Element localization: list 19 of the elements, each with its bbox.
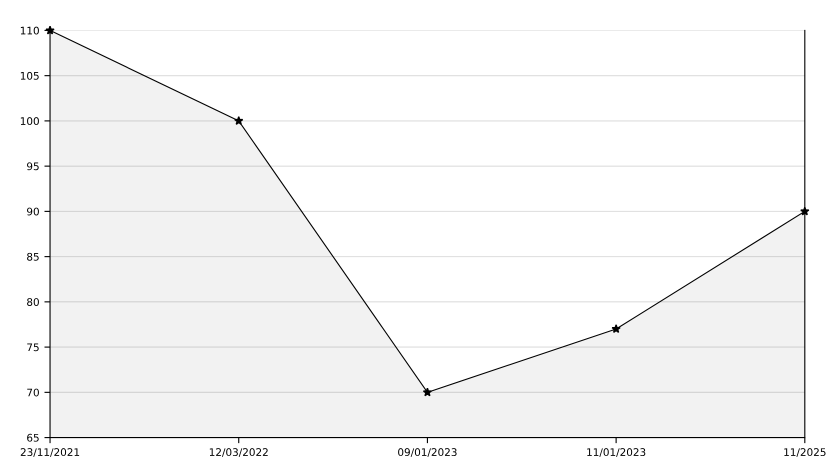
point	[422, 387, 432, 396]
y-tick-label: 85	[27, 252, 39, 261]
point	[800, 206, 810, 216]
point	[234, 116, 244, 125]
x-tick-label: 23/11/2021	[20, 448, 80, 457]
y-tick-label: 90	[27, 208, 39, 216]
x-tick-label: 11/01/2023	[587, 448, 646, 457]
y-tick-label: 105	[20, 72, 39, 80]
x-tick-label: 12/03/2022	[210, 448, 268, 457]
y-tick-label: 75	[27, 343, 39, 352]
y-tick-label: 110	[20, 26, 39, 35]
y-tick-label: 95	[27, 162, 39, 170]
x-tick-label: 09/01/2023	[398, 448, 457, 457]
x-tick-label: 11/2025	[784, 448, 826, 457]
point	[611, 324, 621, 334]
y-tick-label: 80	[27, 298, 39, 306]
y-tick-label: 100	[20, 117, 39, 126]
y-tick-label: 70	[27, 388, 39, 396]
y-tick-label: 65	[27, 434, 39, 442]
